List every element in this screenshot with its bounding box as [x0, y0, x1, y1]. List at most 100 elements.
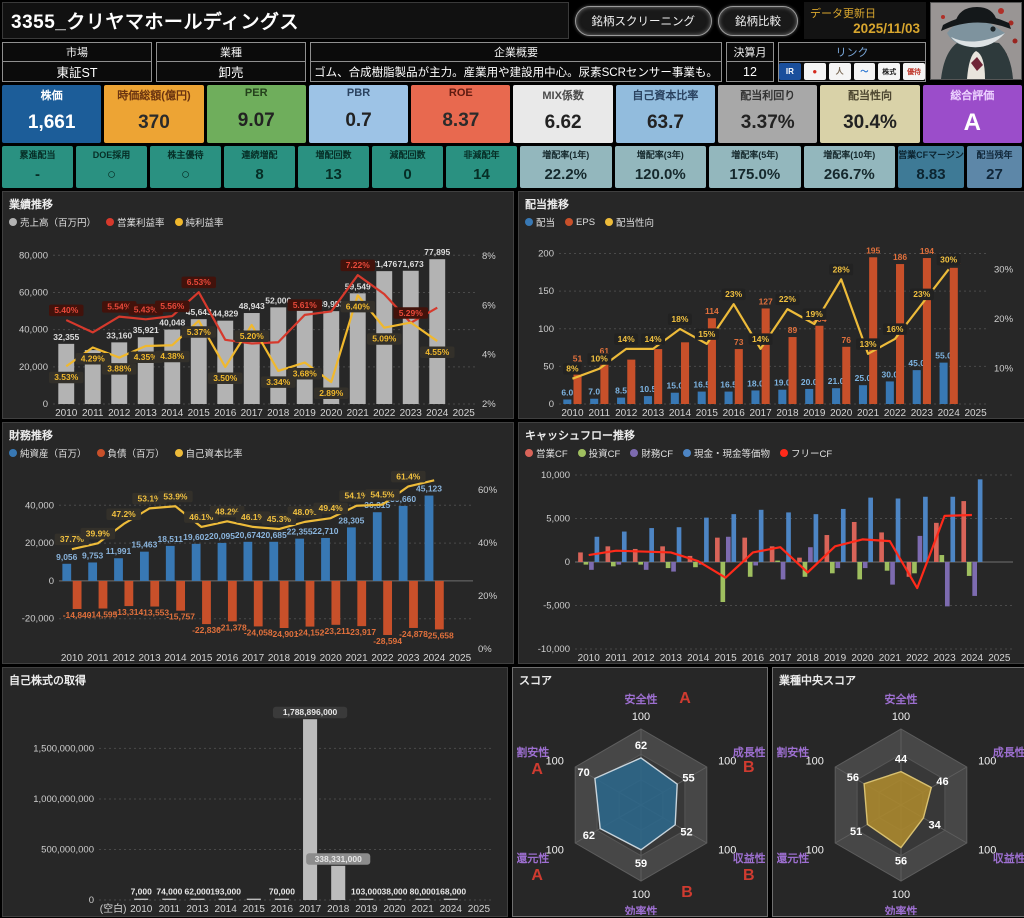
svg-text:127: 127	[759, 296, 773, 306]
dividend-chart: 0 50 100 150 200 10% 20% 30% 2010 2011 2012 2013 201…	[538, 245, 1014, 417]
legend-label: 営業CF	[536, 449, 568, 460]
svg-text:-13,314: -13,314	[114, 607, 143, 617]
sub-metric-card-3: 株主優待 ○	[150, 146, 221, 188]
svg-text:1,000,000,000: 1,000,000,000	[33, 794, 94, 805]
avatar	[930, 2, 1022, 80]
svg-text:2016: 2016	[723, 408, 746, 417]
svg-text:23%: 23%	[725, 289, 742, 299]
svg-text:4%: 4%	[482, 350, 496, 361]
metric-card-9: 配当性向 30.4%	[820, 85, 920, 143]
legend-item: 財務CF	[630, 446, 673, 460]
svg-text:47.2%: 47.2%	[112, 509, 137, 519]
market-cell: 市場 東証ST	[2, 42, 152, 82]
sub-metric-value: ○	[180, 166, 191, 183]
president-icon[interactable]: 人	[828, 63, 851, 80]
svg-text:52,006: 52,006	[265, 295, 291, 305]
svg-text:9,753: 9,753	[82, 550, 104, 560]
metric-value: 1,661	[27, 112, 76, 133]
svg-text:2018: 2018	[327, 904, 350, 915]
svg-text:-24,152: -24,152	[296, 628, 325, 638]
svg-text:2016: 2016	[214, 408, 237, 417]
svg-text:2022: 2022	[371, 653, 394, 662]
legend-label: フリーCF	[791, 449, 833, 460]
svg-text:51: 51	[850, 826, 862, 838]
minkabu-icon[interactable]: 株式	[878, 63, 901, 80]
svg-text:59,549: 59,549	[345, 281, 371, 291]
sub-metric-label: 株主優待	[167, 150, 204, 160]
svg-text:48.0%: 48.0%	[293, 507, 318, 517]
svg-text:5.20%: 5.20%	[240, 331, 265, 341]
svg-text:10%: 10%	[994, 364, 1014, 375]
legend-label: 純資産（百万）	[20, 449, 87, 460]
performance-panel: 業績推移 売上高（百万円） 営業利益率 純利益率 0 20,000 40,000 60,0…	[2, 191, 514, 419]
yutai-icon[interactable]: 優待	[903, 63, 925, 80]
svg-text:2014: 2014	[687, 653, 710, 662]
finance-chart-icon[interactable]: 〜	[853, 63, 876, 80]
sub-metric-card-12: 営業CFマージン 8.83	[898, 146, 964, 188]
svg-text:100: 100	[538, 324, 554, 335]
svg-text:100: 100	[632, 711, 650, 723]
compare-button[interactable]: 銘柄比較	[718, 5, 798, 36]
svg-text:18,511: 18,511	[157, 534, 183, 544]
svg-text:2017: 2017	[241, 408, 264, 417]
sub-metric-card-11: 増配率(10年) 266.7%	[803, 146, 895, 188]
svg-text:0: 0	[43, 399, 48, 410]
svg-text:2021: 2021	[345, 653, 368, 662]
industry-label: 業種	[157, 43, 305, 62]
svg-text:2015: 2015	[714, 653, 737, 662]
svg-text:5.37%: 5.37%	[187, 327, 212, 337]
performance-legend: 売上高（百万円） 営業利益率 純利益率	[7, 214, 511, 232]
svg-text:成長性: 成長性	[733, 745, 765, 759]
score-radar-title: スコア	[519, 675, 552, 687]
legend-dot-icon	[525, 449, 533, 457]
metric-card-6: MIX係数 6.62	[513, 85, 613, 143]
screening-button[interactable]: 銘柄スクリーニング	[574, 5, 712, 36]
performance-chart: 0 20,000 40,000 60,000 80,000 2% 4% 6% 8% 2010 201…	[19, 247, 496, 417]
svg-text:2014: 2014	[164, 653, 187, 662]
svg-text:2015: 2015	[188, 408, 211, 417]
svg-text:100: 100	[546, 845, 564, 857]
kabutan-icon[interactable]: ●	[803, 63, 826, 80]
svg-text:34: 34	[929, 819, 942, 831]
svg-text:61.4%: 61.4%	[396, 471, 421, 481]
svg-text:2018: 2018	[797, 653, 820, 662]
svg-text:6%: 6%	[482, 300, 496, 311]
svg-text:0%: 0%	[478, 644, 492, 655]
svg-text:2017: 2017	[749, 408, 772, 417]
svg-text:60%: 60%	[478, 485, 498, 496]
legend-item: 現金・現金等価物	[683, 446, 770, 460]
link-icons-row: IR ● 人〜株式 優待	[779, 62, 925, 81]
svg-text:70,000: 70,000	[269, 887, 295, 897]
svg-text:22,355: 22,355	[287, 527, 313, 537]
sub-metric-card-row: 累進配当 - DOE採用 ○ 株主優待 ○ 連続増配 8 増配回数 13 減配回数 0 非減配年 14 増配…	[2, 146, 1022, 188]
svg-text:安全性: 安全性	[885, 692, 918, 706]
svg-text:2010: 2010	[130, 904, 153, 915]
svg-text:6.0: 6.0	[561, 387, 573, 397]
svg-text:46.1%: 46.1%	[241, 512, 266, 522]
svg-text:30%: 30%	[994, 264, 1014, 275]
dividend-legend: 配当 EPS 配当性向	[523, 214, 1024, 232]
svg-text:-24,058: -24,058	[244, 627, 273, 637]
svg-text:B: B	[681, 884, 693, 901]
svg-text:100: 100	[806, 845, 824, 857]
ir-bank-icon[interactable]: IR	[779, 63, 801, 80]
legend-label: 投資CF	[588, 449, 621, 460]
svg-text:-20,000: -20,000	[22, 614, 54, 625]
svg-text:2025: 2025	[453, 408, 476, 417]
metric-value: 6.62	[544, 112, 582, 133]
svg-text:2011: 2011	[82, 408, 104, 417]
svg-text:2019: 2019	[294, 408, 317, 417]
svg-text:2014: 2014	[669, 408, 692, 417]
header: 3355_クリヤマホールディングス 銘柄スクリーニング 銘柄比較 データ更新日 …	[2, 2, 1022, 82]
treasury-title: 自己株式の取得	[9, 675, 86, 687]
metric-card-3: PER 9.07	[206, 85, 306, 143]
svg-text:2017: 2017	[769, 653, 792, 662]
svg-text:19%: 19%	[806, 309, 823, 319]
svg-text:100: 100	[892, 711, 910, 723]
svg-text:2017: 2017	[299, 904, 322, 915]
metric-value: 63.7	[646, 112, 684, 133]
svg-text:-10,000: -10,000	[538, 644, 570, 655]
metric-card-4: PBR 0.7	[308, 85, 409, 143]
legend-item: 純資産（百万）	[9, 446, 87, 460]
svg-text:-14,840: -14,840	[63, 610, 92, 620]
